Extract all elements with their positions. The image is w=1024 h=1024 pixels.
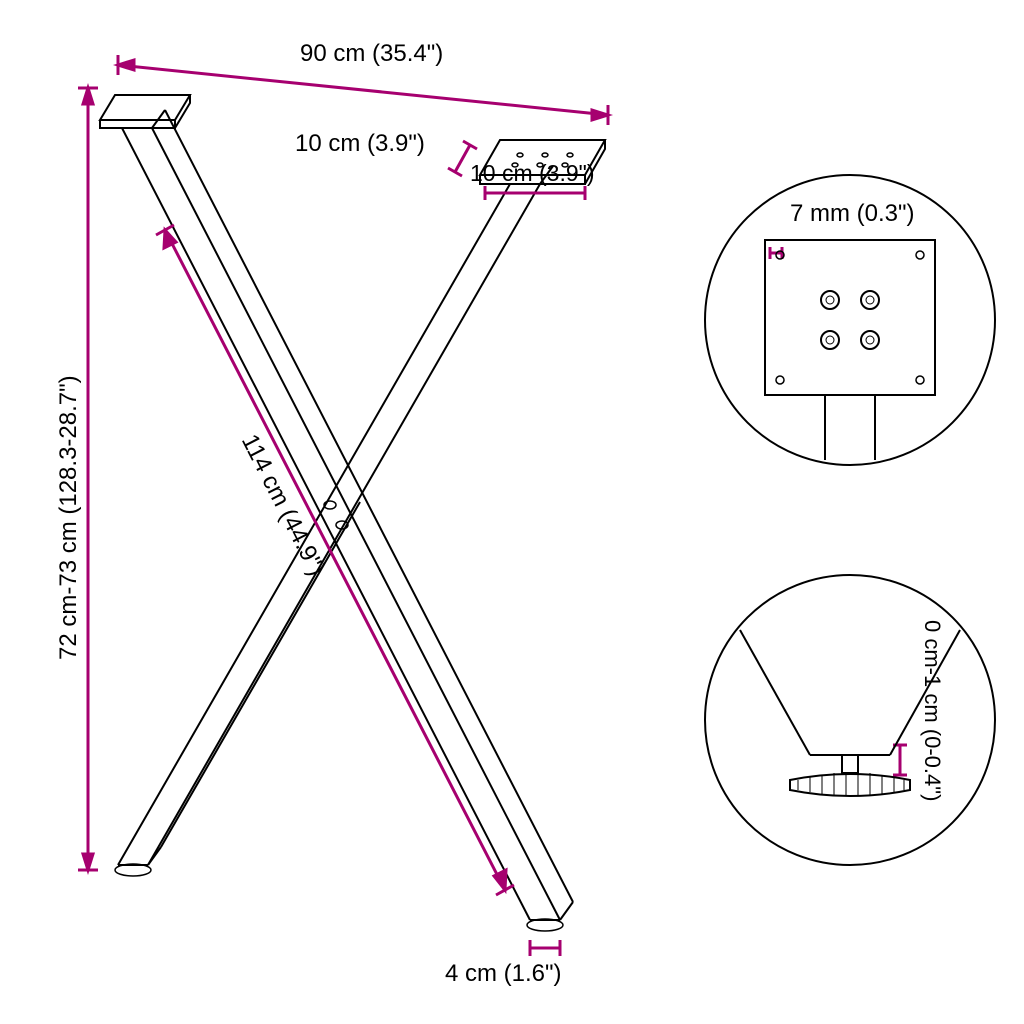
x-leg-outline <box>100 95 605 931</box>
label-height-left: 72 cm-73 cm (128.3-28.7") <box>55 375 83 660</box>
label-plate-depth: 10 cm (3.9") <box>295 130 425 158</box>
label-plate-width: 10 cm (3.9") <box>470 160 594 187</box>
detail-circle-foot <box>705 575 995 865</box>
label-beam-width: 4 cm (1.6") <box>445 960 562 988</box>
dimension-lines <box>78 55 907 956</box>
label-width-top: 90 cm (35.4") <box>300 40 443 68</box>
dimension-diagram <box>0 0 1024 1024</box>
label-hole-diameter: 7 mm (0.3") <box>790 200 915 228</box>
label-foot-adjust: 0 cm-1 cm (0-0.4") <box>919 620 945 801</box>
